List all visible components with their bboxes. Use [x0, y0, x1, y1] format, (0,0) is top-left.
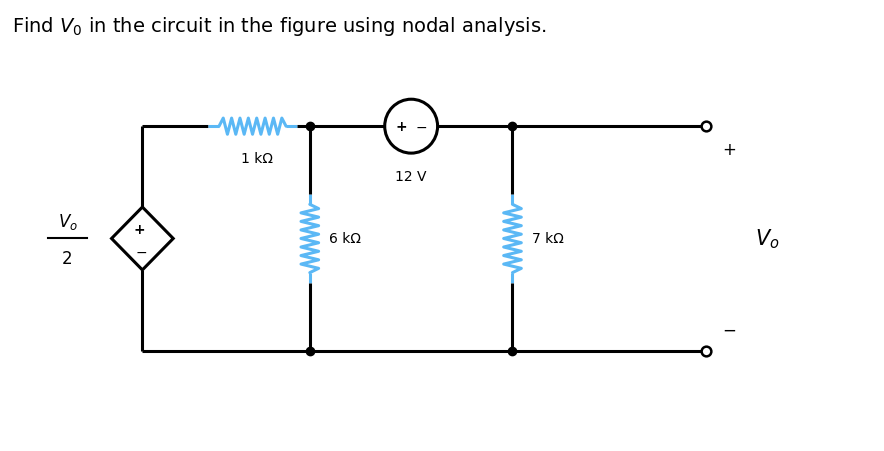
Text: $V_o$: $V_o$	[755, 227, 780, 251]
Text: Find $V_0$ in the circuit in the figure using nodal analysis.: Find $V_0$ in the circuit in the figure …	[12, 15, 546, 38]
Text: $V_o$: $V_o$	[57, 211, 78, 231]
Text: 6 kΩ: 6 kΩ	[329, 232, 362, 246]
Text: 12 V: 12 V	[395, 170, 427, 184]
Text: +: +	[722, 140, 736, 158]
Text: 1 kΩ: 1 kΩ	[241, 152, 273, 166]
Text: $-$: $-$	[722, 320, 736, 337]
Text: $-$: $-$	[415, 120, 427, 134]
Text: +: +	[396, 120, 408, 134]
Text: 2: 2	[62, 250, 72, 267]
Text: +: +	[133, 223, 145, 237]
Text: $-$: $-$	[135, 244, 148, 258]
Text: 7 kΩ: 7 kΩ	[532, 232, 564, 246]
